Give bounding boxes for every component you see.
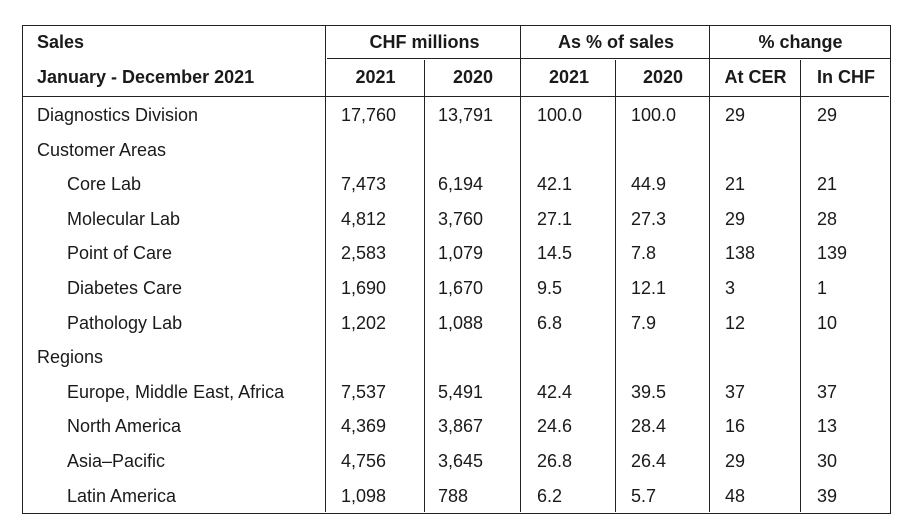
table-cell: 26.8 [537, 451, 573, 471]
table-cell: 5.7 [631, 485, 657, 506]
table-title: Sales [37, 32, 85, 52]
table-cell: 100.0 [631, 105, 677, 125]
table-cell: 6.2 [537, 485, 563, 506]
row-label: Europe, Middle East, Africa [67, 381, 285, 402]
table-cell: 39.5 [631, 381, 667, 402]
table-cell: 139 [817, 243, 848, 264]
table-cell: 37 [817, 381, 838, 402]
table-cell: 4,369 [341, 416, 387, 437]
row-label: Diabetes Care [67, 278, 183, 298]
table-cell: 21 [817, 174, 838, 195]
row-label: North America [67, 416, 182, 437]
row-label: Customer Areas [37, 139, 167, 160]
table-cell: 6.8 [537, 312, 563, 333]
table-cell: 42.4 [537, 381, 573, 402]
table-cell: 12 [725, 312, 746, 333]
subcol-pct-2021: 2021 [548, 67, 590, 87]
table-cell: 1,079 [438, 243, 484, 264]
row-label: Diagnostics Division [37, 105, 199, 125]
table-cell: 13 [817, 416, 838, 437]
table-cell: 1,670 [438, 278, 484, 298]
table-cell: 27.3 [631, 208, 667, 229]
table-cell: 4,812 [341, 208, 387, 229]
col-divider-pct [615, 60, 616, 512]
sales-table: Sales January - December 2021 CHF millio… [22, 25, 891, 514]
table-cell: 3,760 [438, 208, 484, 229]
table-cell: 12.1 [631, 278, 667, 298]
table-cell: 788 [438, 485, 469, 506]
table-cell: 100.0 [537, 105, 583, 125]
table-cell: 26.4 [631, 451, 667, 471]
col-divider-group2 [520, 26, 521, 512]
subcol-chf-2021: 2021 [355, 67, 396, 87]
table-cell: 30 [817, 451, 838, 471]
table-cell: 7,473 [341, 174, 387, 195]
header-bottom-rule [23, 96, 889, 97]
subcol-chf-2020: 2020 [452, 67, 494, 87]
subcol-in-chf: In CHF [817, 67, 875, 87]
table-cell: 42.1 [537, 174, 573, 195]
table-cell: 16 [725, 416, 746, 437]
table-cell: 3 [725, 278, 736, 298]
table-cell: 24.6 [537, 416, 573, 437]
table-cell: 21 [725, 174, 746, 195]
table-cell: 29 [725, 451, 746, 471]
row-label: Latin America [67, 485, 177, 506]
table-cell: 1,098 [341, 485, 387, 506]
table-cell: 7.9 [631, 312, 657, 333]
table-cell: 5,491 [438, 381, 484, 402]
table-cell: 2,583 [341, 243, 387, 264]
subcol-at-cer: At CER [724, 67, 787, 87]
row-label: Core Lab [67, 174, 142, 195]
col-divider-group3 [709, 26, 710, 512]
table-cell: 29 [725, 105, 746, 125]
table-cell: 3,645 [438, 451, 484, 471]
col-divider-label [325, 26, 326, 512]
table-cell: 138 [725, 243, 756, 264]
table-cell: 13,791 [438, 105, 494, 125]
table-cell: 28.4 [631, 416, 667, 437]
table-cell: 44.9 [631, 174, 667, 195]
header-divider [327, 58, 891, 59]
table-cell: 29 [817, 105, 838, 125]
table-cell: 37 [725, 381, 746, 402]
table-cell: 29 [725, 208, 746, 229]
table-cell: 48 [725, 485, 746, 506]
table-cell: 4,756 [341, 451, 387, 471]
row-label: Regions [37, 347, 104, 368]
table-cell: 7.8 [631, 243, 657, 264]
table-cell: 17,760 [341, 105, 397, 125]
table-cell: 14.5 [537, 243, 573, 264]
group-pct-change: % change [758, 32, 843, 52]
group-pct-of-sales: As % of sales [557, 32, 675, 52]
table-cell: 39 [817, 485, 838, 506]
table-cell: 1,690 [341, 278, 387, 298]
table-cell: 27.1 [537, 208, 573, 229]
group-chf-millions: CHF millions [369, 32, 480, 52]
row-label: Molecular Lab [67, 208, 181, 229]
table-cell: 1,202 [341, 312, 387, 333]
row-label: Asia–Pacific [67, 451, 166, 471]
table-cell: 3,867 [438, 416, 484, 437]
table-cell: 28 [817, 208, 838, 229]
row-label: Pathology Lab [67, 312, 183, 333]
table-cell: 10 [817, 312, 838, 333]
subcol-pct-2020: 2020 [642, 67, 684, 87]
table-cell: 9.5 [537, 278, 563, 298]
table-cell: 1 [817, 278, 828, 298]
table-cell: 1,088 [438, 312, 484, 333]
col-divider-change [800, 60, 801, 512]
table-cell: 6,194 [438, 174, 484, 195]
col-divider-chf [424, 60, 425, 512]
table-period: January - December 2021 [37, 67, 255, 87]
row-label: Point of Care [67, 243, 173, 264]
table-cell: 7,537 [341, 381, 387, 402]
